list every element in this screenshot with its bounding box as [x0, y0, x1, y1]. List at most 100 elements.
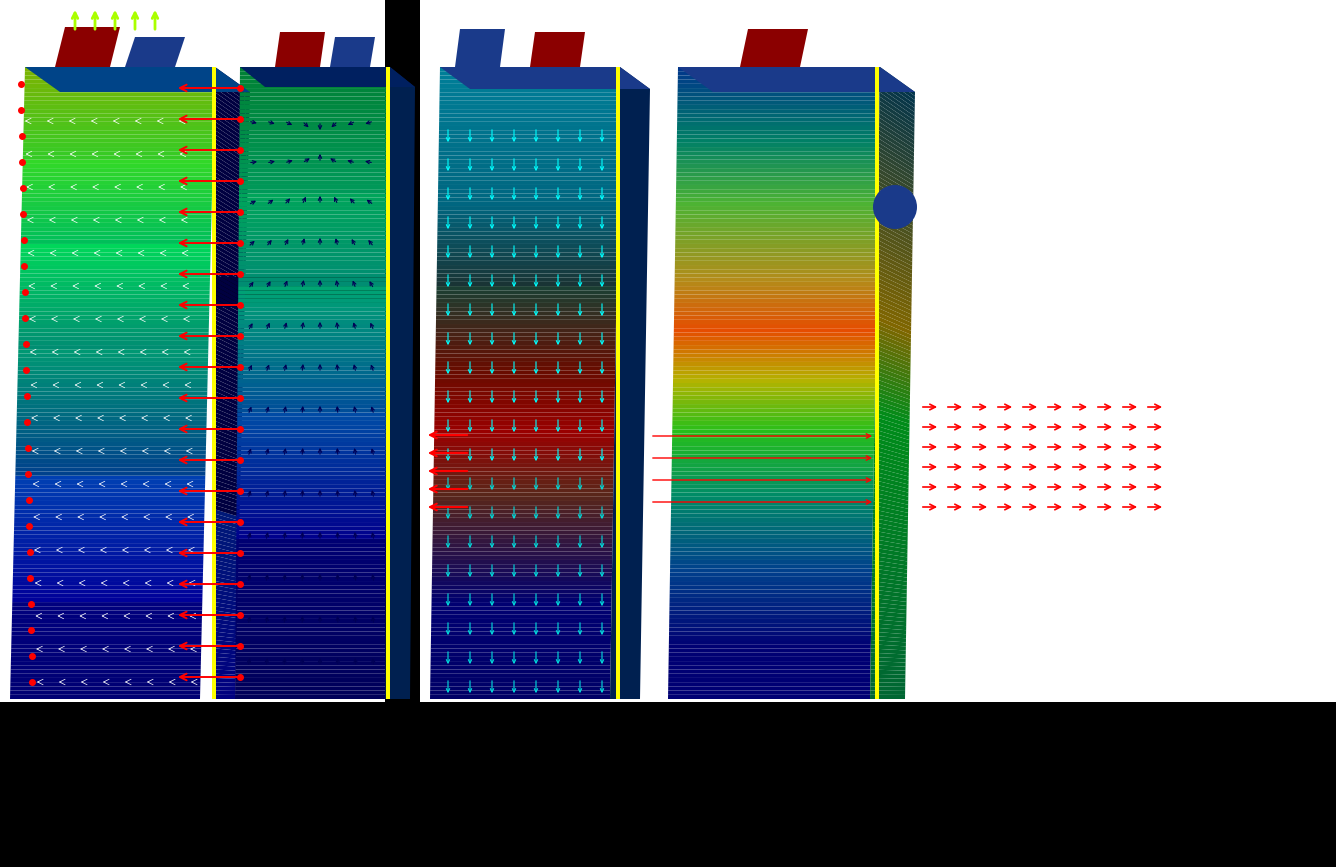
Polygon shape	[669, 585, 872, 590]
Polygon shape	[24, 130, 214, 134]
Polygon shape	[872, 518, 908, 529]
Polygon shape	[215, 329, 243, 347]
Polygon shape	[872, 522, 907, 533]
Polygon shape	[440, 71, 620, 75]
Polygon shape	[879, 121, 914, 148]
Polygon shape	[215, 185, 247, 209]
Polygon shape	[878, 164, 914, 189]
Polygon shape	[437, 257, 617, 261]
Polygon shape	[669, 623, 871, 628]
Polygon shape	[215, 193, 247, 218]
Polygon shape	[239, 185, 389, 189]
Polygon shape	[879, 109, 914, 136]
Polygon shape	[432, 602, 612, 606]
Polygon shape	[215, 631, 236, 638]
Polygon shape	[12, 606, 202, 610]
Polygon shape	[236, 497, 386, 501]
Polygon shape	[238, 316, 387, 320]
Polygon shape	[675, 270, 876, 273]
Polygon shape	[215, 492, 240, 505]
Polygon shape	[215, 218, 246, 242]
Polygon shape	[240, 67, 390, 71]
Polygon shape	[21, 193, 212, 198]
Polygon shape	[215, 577, 238, 586]
Polygon shape	[878, 202, 912, 225]
Polygon shape	[436, 307, 616, 311]
Polygon shape	[215, 669, 235, 675]
Polygon shape	[17, 391, 207, 395]
Polygon shape	[13, 547, 203, 551]
Polygon shape	[875, 336, 911, 355]
Text: After the short occurs, the current generated by the
Randles circuits is immedia: After the short occurs, the current gene…	[430, 707, 962, 812]
Polygon shape	[235, 669, 385, 674]
Polygon shape	[25, 67, 250, 92]
Polygon shape	[876, 248, 912, 270]
Polygon shape	[23, 151, 212, 155]
Polygon shape	[215, 644, 236, 650]
Polygon shape	[215, 682, 235, 687]
Polygon shape	[672, 451, 874, 454]
Polygon shape	[433, 539, 612, 543]
Polygon shape	[434, 447, 615, 451]
Polygon shape	[879, 134, 914, 160]
Polygon shape	[440, 114, 620, 118]
Bar	[875, 67, 879, 699]
Polygon shape	[17, 370, 208, 375]
Polygon shape	[677, 67, 880, 71]
Polygon shape	[215, 476, 240, 489]
Polygon shape	[215, 463, 240, 477]
Polygon shape	[9, 694, 200, 699]
Polygon shape	[215, 101, 250, 128]
Polygon shape	[236, 526, 386, 531]
Polygon shape	[215, 535, 239, 545]
Polygon shape	[21, 206, 211, 211]
Polygon shape	[24, 88, 215, 92]
Polygon shape	[436, 345, 616, 349]
Polygon shape	[870, 682, 906, 687]
Polygon shape	[236, 572, 386, 577]
Polygon shape	[669, 572, 872, 577]
Polygon shape	[236, 564, 386, 569]
Polygon shape	[24, 105, 214, 109]
Polygon shape	[239, 236, 389, 240]
Polygon shape	[872, 572, 907, 582]
Polygon shape	[611, 67, 651, 699]
Polygon shape	[672, 442, 874, 447]
Polygon shape	[672, 454, 874, 459]
Polygon shape	[673, 336, 875, 341]
Polygon shape	[669, 602, 871, 606]
Polygon shape	[12, 598, 202, 602]
Polygon shape	[215, 590, 238, 598]
Polygon shape	[215, 379, 243, 395]
Polygon shape	[668, 682, 870, 687]
Polygon shape	[13, 556, 203, 560]
Polygon shape	[239, 180, 389, 185]
Polygon shape	[236, 442, 387, 447]
Polygon shape	[876, 261, 912, 282]
Polygon shape	[19, 336, 208, 341]
Polygon shape	[215, 126, 248, 153]
Polygon shape	[215, 336, 243, 355]
Polygon shape	[19, 303, 210, 307]
Polygon shape	[239, 168, 389, 173]
Polygon shape	[215, 649, 236, 655]
Polygon shape	[872, 535, 907, 545]
Polygon shape	[215, 265, 246, 286]
Polygon shape	[215, 505, 239, 517]
Polygon shape	[669, 619, 871, 623]
Polygon shape	[438, 189, 619, 193]
Polygon shape	[675, 286, 876, 290]
Polygon shape	[672, 447, 874, 451]
Polygon shape	[676, 202, 878, 206]
Polygon shape	[878, 206, 912, 230]
Polygon shape	[235, 615, 386, 619]
Polygon shape	[215, 130, 248, 157]
Polygon shape	[668, 653, 871, 657]
Polygon shape	[19, 341, 208, 345]
Polygon shape	[236, 425, 387, 429]
Polygon shape	[215, 531, 239, 541]
Polygon shape	[215, 273, 244, 294]
Polygon shape	[215, 180, 247, 205]
Polygon shape	[871, 657, 906, 662]
Polygon shape	[436, 370, 615, 375]
